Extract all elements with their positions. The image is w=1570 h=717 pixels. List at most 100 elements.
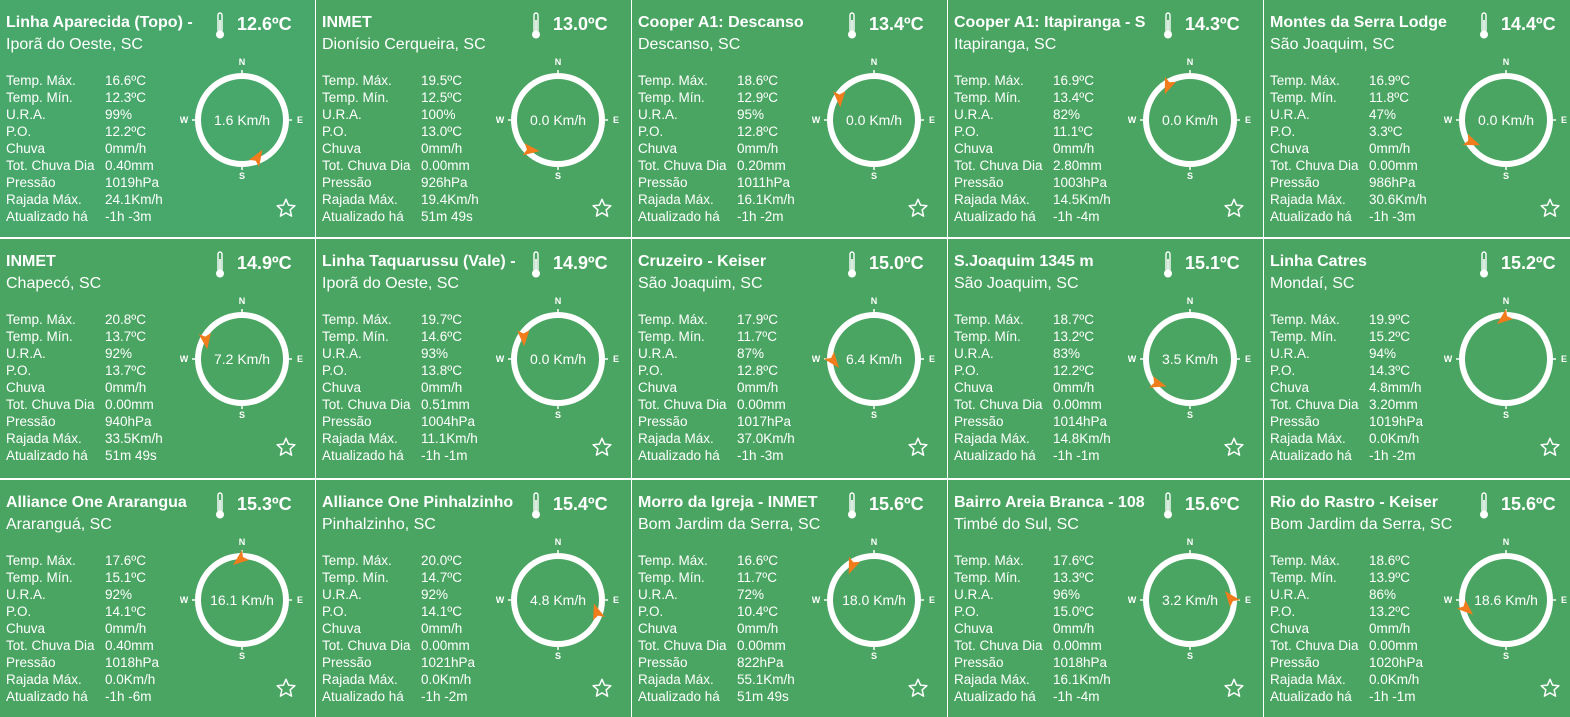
thermometer-icon: [848, 492, 856, 519]
reading-value: 1018hPa: [105, 655, 160, 670]
compass-north-label: N: [1187, 57, 1194, 67]
reading-updated: Atualizado há -1h -6m: [6, 688, 159, 705]
reading-value: 30.6Km/h: [1369, 192, 1427, 207]
station-city: Pinhalzinho, SC: [322, 516, 436, 533]
reading-label: Pressão: [6, 655, 56, 670]
reading-value: 1017hPa: [737, 414, 792, 429]
station-card[interactable]: Rio do Rastro - Keiser Bom Jardim da Ser…: [1264, 480, 1570, 717]
reading-max-gust: Rajada Máx. 19.4Km/h: [322, 191, 479, 208]
station-card[interactable]: S.Joaquim 1345 m São Joaquim, SC 15.1ºC …: [948, 239, 1263, 478]
reading-value: 0.00mm: [737, 397, 786, 412]
wind-compass: N S W E 0.0 Km/h: [1128, 57, 1251, 181]
reading-rain-rate: Chuva 0mm/h: [6, 620, 159, 637]
favorite-star-icon[interactable]: [591, 436, 613, 458]
reading-label: Tot. Chuva Dia: [954, 638, 1043, 653]
reading-label: Chuva: [6, 621, 46, 636]
compass-east-label: E: [613, 354, 619, 364]
reading-label: Atualizado há: [322, 448, 404, 463]
station-card[interactable]: Bairro Areia Branca - 108 Timbé do Sul, …: [948, 480, 1263, 717]
station-card[interactable]: Alliance One Pinhalzinho Pinhalzinho, SC…: [316, 480, 631, 717]
reading-max-gust: Rajada Máx. 0.0Km/h: [1270, 430, 1423, 447]
station-card[interactable]: Cooper A1: Descanso Descanso, SC 13.4ºC …: [632, 0, 947, 237]
wind-compass: N S W E 18.0 Km/h: [812, 537, 935, 661]
station-city: Itapiranga, SC: [954, 36, 1057, 53]
reading-rain-total: Tot. Chuva Dia 0.20mm: [638, 157, 795, 174]
reading-humidity: U.R.A. 92%: [6, 345, 163, 362]
current-temperature: 13.0ºC: [553, 14, 608, 34]
thermometer-icon: [1480, 492, 1488, 519]
favorite-star-icon[interactable]: [1539, 677, 1561, 699]
reading-value: 0mm/h: [1053, 141, 1095, 156]
station-readings: Temp. Máx. 20.8ºC Temp. Mín. 13.7ºC U.R.A.…: [6, 311, 163, 464]
reading-value: 18.6ºC: [1369, 553, 1410, 568]
wind-direction-arrow-icon: [1456, 600, 1474, 615]
reading-pressure: Pressão 1011hPa: [638, 174, 795, 191]
wind-speed: 0.0 Km/h: [530, 351, 586, 367]
thermometer-icon: [216, 12, 224, 39]
favorite-star-icon[interactable]: [591, 197, 613, 219]
wind-direction-arrow-icon: [1164, 76, 1177, 95]
reading-dew-point: P.O. 13.2ºC: [1270, 603, 1423, 620]
favorite-star-icon[interactable]: [907, 436, 929, 458]
compass-ring: [511, 312, 605, 406]
favorite-star-icon[interactable]: [1223, 197, 1245, 219]
favorite-star-icon[interactable]: [275, 677, 297, 699]
reading-updated: Atualizado há -1h -1m: [1270, 688, 1423, 705]
reading-label: Temp. Máx.: [954, 553, 1024, 568]
station-card[interactable]: Alliance One Ararangua Araranguá, SC 15.…: [0, 480, 315, 717]
reading-label: Pressão: [954, 175, 1004, 190]
favorite-star-icon[interactable]: [907, 677, 929, 699]
reading-label: Pressão: [954, 655, 1004, 670]
compass-ring: [1143, 312, 1237, 406]
favorite-star-icon[interactable]: [907, 197, 929, 219]
station-card[interactable]: Linha Taquarussu (Vale) - Iporã do Oeste…: [316, 239, 631, 478]
reading-rain-total: Tot. Chuva Dia 3.20mm: [1270, 396, 1423, 413]
reading-temp-max: Temp. Máx. 17.6ºC: [6, 552, 159, 569]
reading-humidity: U.R.A. 95%: [638, 106, 795, 123]
current-temperature: 15.6ºC: [869, 494, 924, 514]
favorite-star-icon[interactable]: [1539, 436, 1561, 458]
reading-value: 13.7ºC: [105, 363, 146, 378]
reading-label: Tot. Chuva Dia: [638, 638, 727, 653]
compass-west-label: W: [1444, 354, 1453, 364]
station-card[interactable]: Linha Catres Mondaí, SC 15.2ºC Temp. Máx…: [1264, 239, 1570, 478]
reading-humidity: U.R.A. 92%: [322, 586, 475, 603]
reading-value: 16.9ºC: [1053, 73, 1094, 88]
reading-rain-total: Tot. Chuva Dia 0.00mm: [1270, 157, 1427, 174]
station-card[interactable]: Cruzeiro - Keiser São Joaquim, SC 15.0ºC…: [632, 239, 947, 478]
station-card[interactable]: INMET Dionísio Cerqueira, SC 13.0ºC Temp…: [316, 0, 631, 237]
favorite-star-icon[interactable]: [1539, 197, 1561, 219]
favorite-star-icon[interactable]: [1223, 436, 1245, 458]
compass-south-label: S: [1503, 171, 1509, 181]
reading-value: 16.6ºC: [105, 73, 146, 88]
reading-max-gust: Rajada Máx. 16.1Km/h: [638, 191, 795, 208]
compass-west-label: W: [180, 354, 189, 364]
reading-dew-point: P.O. 13.8ºC: [322, 362, 478, 379]
reading-value: 19.9ºC: [1369, 312, 1410, 327]
reading-value: 51m 49s: [421, 209, 473, 224]
station-card[interactable]: Montes da Serra Lodge São Joaquim, SC 14…: [1264, 0, 1570, 237]
thermometer-icon: [216, 251, 224, 278]
reading-temp-max: Temp. Máx. 16.9ºC: [1270, 72, 1427, 89]
reading-label: Chuva: [1270, 621, 1310, 636]
reading-value: 83%: [1053, 346, 1081, 361]
reading-value: 13.2ºC: [1053, 329, 1094, 344]
station-card[interactable]: Linha Aparecida (Topo) - Iporã do Oeste,…: [0, 0, 315, 237]
favorite-star-icon[interactable]: [275, 436, 297, 458]
favorite-star-icon[interactable]: [591, 677, 613, 699]
reading-label: Rajada Máx.: [954, 192, 1030, 207]
reading-value: 17.9ºC: [737, 312, 778, 327]
reading-value: 15.0ºC: [1053, 604, 1094, 619]
station-city: Timbé do Sul, SC: [954, 516, 1079, 533]
compass-east-label: E: [929, 354, 935, 364]
thermometer-icon: [1480, 12, 1488, 39]
wind-speed: 16.1 Km/h: [210, 592, 274, 608]
favorite-star-icon[interactable]: [275, 197, 297, 219]
station-card[interactable]: Morro da Igreja - INMET Bom Jardim da Se…: [632, 480, 947, 717]
reading-label: Atualizado há: [6, 689, 88, 704]
station-readings: Temp. Máx. 16.9ºC Temp. Mín. 11.8ºC U.R.A.…: [1270, 72, 1427, 225]
reading-rain-total: Tot. Chuva Dia 0.40mm: [6, 157, 163, 174]
station-card[interactable]: INMET Chapecó, SC 14.9ºC Temp. Máx. 20.8º…: [0, 239, 315, 478]
favorite-star-icon[interactable]: [1223, 677, 1245, 699]
station-card[interactable]: Cooper A1: Itapiranga - S Itapiranga, SC…: [948, 0, 1263, 237]
